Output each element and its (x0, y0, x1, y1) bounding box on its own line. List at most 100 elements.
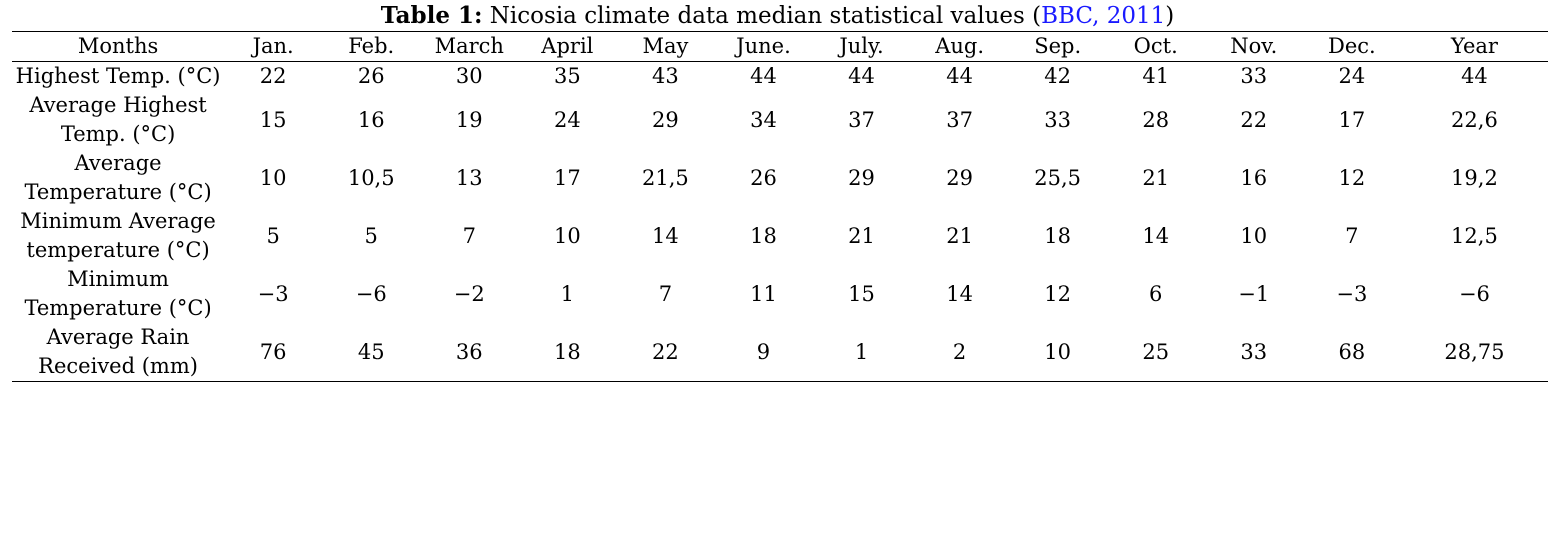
table-cell: 45 (357, 339, 385, 364)
table-cell: 41 (1142, 64, 1170, 88)
header-cell-april: April (541, 34, 594, 58)
table-cell: 76 (259, 339, 287, 364)
header-cell-march: March (434, 34, 504, 58)
header-cell-months: Months (77, 34, 159, 58)
table-cell: 13 (455, 165, 483, 190)
table-cell: 16 (1240, 165, 1268, 190)
header-cell-may: May (642, 34, 689, 58)
table-cell: 17 (553, 165, 581, 190)
table-cell: 25,5 (1034, 165, 1082, 190)
table-cell: 68 (1338, 339, 1366, 364)
table-cell: 36 (455, 339, 483, 364)
table-cell: 1 (854, 339, 869, 364)
header-cell-oct: Oct. (1133, 34, 1178, 58)
table-cell: 34 (750, 107, 777, 132)
table-cell: 28,75 (1444, 339, 1505, 364)
table-header: Months Jan. Feb. March April May June. J… (12, 31, 1548, 62)
table-cell: 25 (1142, 339, 1170, 364)
citation-link[interactable]: BBC, 2011 (1041, 3, 1166, 29)
table-cell: 26 (750, 165, 777, 190)
table-cell: 15 (259, 107, 287, 132)
table-cell: 22 (1240, 107, 1268, 132)
header-cell-sep: Sep. (1034, 34, 1082, 58)
table-cell: 19,2 (1451, 165, 1498, 190)
table-cell: −6 (355, 281, 387, 306)
table-cell: −3 (1336, 281, 1368, 306)
table-cell: 10 (259, 165, 287, 190)
table-cell: 11 (750, 281, 777, 306)
table-cell: 29 (652, 107, 679, 132)
table-row: Average Highest Temp. (°C) 15 16 19 24 29 34 37… (12, 91, 1548, 149)
table-cell: 29 (946, 165, 973, 190)
header-cell-aug: Aug. (935, 34, 984, 58)
table-cell: 24 (1338, 64, 1366, 88)
header-cell-year: Year (1450, 34, 1498, 58)
table-cell: 21 (848, 223, 875, 248)
table-cell: 12 (1044, 281, 1072, 306)
table-cell: 17 (1338, 107, 1366, 132)
table-cell: 44 (946, 64, 973, 88)
table-cell: 44 (750, 64, 777, 88)
table-caption-label: Table 1: (380, 2, 483, 29)
table-cell: 30 (455, 64, 483, 88)
header-cell-nov: Nov. (1230, 34, 1278, 58)
table-cell: 33 (1044, 107, 1072, 132)
table-cell: 7 (658, 281, 673, 306)
table-cell: 12 (1338, 165, 1366, 190)
table-cell: 9 (756, 339, 771, 364)
row-label: Minimum Temperature (°C) (24, 267, 212, 320)
table-cell: 7 (1345, 223, 1359, 248)
table-caption-close: ) (1165, 3, 1175, 29)
table-cell: 14 (946, 281, 973, 306)
table-caption-text: Nicosia climate data median statistical … (482, 3, 1042, 29)
table-cell: 29 (848, 165, 875, 190)
table-cell: 42 (1044, 64, 1072, 88)
table-cell: 21 (1142, 165, 1170, 190)
table-cell: 37 (946, 107, 973, 132)
table-cell: −1 (1238, 281, 1270, 306)
header-cell-dec: Dec. (1327, 34, 1376, 58)
table-row: Minimum Average temperature (°C) 5 5 7 10 14 1… (12, 207, 1548, 265)
table-row: Minimum Temperature (°C) −3 −6 −2 1 7 11 15 14 12… (12, 265, 1548, 323)
table-cell: 33 (1240, 64, 1268, 88)
table-cell: 22,6 (1451, 107, 1498, 132)
table-cell: 7 (462, 223, 476, 248)
row-label: Minimum Average temperature (°C) (20, 209, 216, 262)
table-cell: 44 (1461, 64, 1488, 88)
table-cell: 22 (259, 64, 287, 88)
table-cell: 2 (952, 339, 967, 364)
table-cell: 10 (1240, 223, 1268, 248)
table-cell: 33 (1240, 339, 1268, 364)
table-cell: 35 (553, 64, 581, 88)
table-row: Highest Temp. (°C) 22 26 30 35 43 44 44 44 42 41 33… (12, 62, 1548, 92)
table-row: Average Temperature (°C) 10 10,5 13 17 21,5 26… (12, 149, 1548, 207)
row-label: Highest Temp. (°C) (15, 64, 221, 88)
table-cell: 5 (364, 223, 378, 248)
table-cell: 12,5 (1451, 223, 1498, 248)
table-cell: 18 (750, 223, 777, 248)
table-cell: 10 (1044, 339, 1072, 364)
table-cell: 15 (848, 281, 875, 306)
table-cell: 14 (1142, 223, 1170, 248)
table-cell: 21 (946, 223, 973, 248)
table-cell: 10,5 (347, 165, 395, 190)
table-cell: 28 (1142, 107, 1170, 132)
table-cell: 43 (652, 64, 679, 88)
table-cell: −2 (453, 281, 485, 306)
header-cell-june: June. (736, 34, 791, 58)
table-cell: 18 (1044, 223, 1072, 248)
table-cell: 1 (560, 281, 575, 306)
table-cell: 24 (553, 107, 581, 132)
table-cell: 6 (1149, 281, 1163, 306)
table-cell: 19 (455, 107, 483, 132)
table-row: Average Rain Received (mm) 76 45 36 18 22 9 1 2 1… (12, 323, 1548, 382)
header-row: Months Jan. Feb. March April May June. J… (12, 31, 1548, 62)
table-cell: −6 (1458, 281, 1490, 306)
table-caption: Table 1: Nicosia climate data median sta… (0, 0, 1555, 31)
table-cell: 5 (266, 223, 280, 248)
table-cell: 10 (553, 223, 581, 248)
table-cell: 22 (652, 339, 679, 364)
table-cell: 44 (848, 64, 875, 88)
climate-table: Months Jan. Feb. March April May June. J… (12, 31, 1548, 382)
header-cell-feb: Feb. (348, 34, 395, 58)
